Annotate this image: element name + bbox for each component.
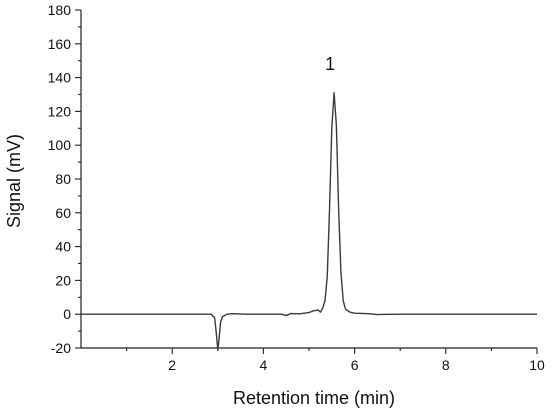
y-tick-label: 100	[48, 137, 72, 153]
signal-trace	[81, 92, 537, 351]
y-axis-title: Signal (mV)	[4, 134, 24, 228]
x-tick-label: 6	[351, 357, 359, 373]
x-tick-label: 10	[529, 357, 545, 373]
axes	[80, 10, 537, 349]
y-tick-label: 20	[55, 272, 71, 288]
ticks	[75, 9, 538, 354]
y-tick-label: -20	[51, 340, 71, 356]
x-tick-label: 2	[168, 357, 176, 373]
y-tick-label: 160	[48, 36, 72, 52]
x-tick-label: 4	[260, 357, 268, 373]
labels: -20 0 20 40 60 80 100 120 140 160 180 2 4 6 8 10 Retenti…	[4, 2, 545, 408]
y-tick-label: 40	[55, 239, 71, 255]
y-tick-label: 80	[55, 171, 71, 187]
peak-label: 1	[325, 54, 335, 74]
x-axis-title: Retention time (min)	[233, 388, 395, 408]
y-tick-label: 180	[48, 2, 72, 18]
y-tick-label: 60	[55, 205, 71, 221]
signal-trace-group	[81, 92, 537, 351]
y-tick-label: 120	[48, 103, 72, 119]
y-tick-label: 0	[63, 306, 71, 322]
y-tick-label: 140	[48, 70, 72, 86]
x-tick-label: 8	[442, 357, 450, 373]
